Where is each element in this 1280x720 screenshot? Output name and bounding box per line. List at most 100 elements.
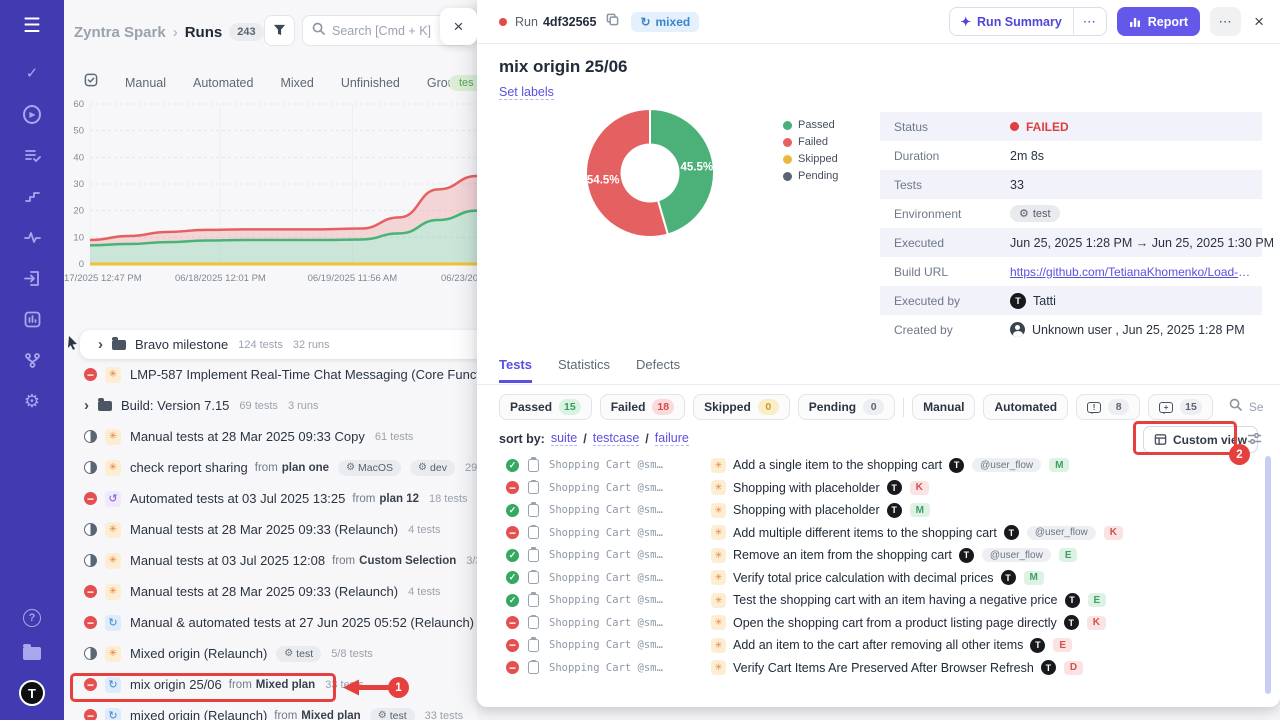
more-actions-button[interactable]: ⋯ <box>1210 7 1242 36</box>
run-title: Bravo milestone <box>135 337 229 352</box>
test-row[interactable]: − Shopping Cart @sm… ✳ Add multiple differe… <box>477 522 1267 545</box>
test-suite-name: Shopping Cart @sm… <box>549 504 663 517</box>
manual-type-icon: ✳ <box>711 525 726 541</box>
test-row[interactable]: − Shopping Cart @sm… ✳ Open the shopping ca… <box>477 612 1267 635</box>
table-view-icon <box>1154 434 1167 445</box>
passed-count-badge: 15 <box>559 399 581 415</box>
comments-filter-button[interactable]: ! 8 <box>1076 394 1141 420</box>
projects-folder-icon[interactable] <box>23 644 41 660</box>
run-summary-more-icon[interactable]: ⋯ <box>1082 13 1097 29</box>
run-row[interactable]: − ↺ Automated tests at 03 Jul 2025 13:25 fr… <box>64 483 477 514</box>
filter-manual-button[interactable]: Manual <box>912 394 976 420</box>
test-letter-badge: K <box>1086 615 1107 630</box>
run-row[interactable]: − ↻ mix origin 25/06 from Mixed plan 33 tests <box>64 669 477 700</box>
run-row[interactable]: − ↻ Manual & automated tests at 27 Jun 202… <box>64 607 477 638</box>
view-settings-icon[interactable] <box>1247 431 1262 451</box>
runs-play-icon[interactable]: ▶ <box>23 104 41 124</box>
run-detail-topbar: Run 4df32565 ↻ mixed ✦ Run Summary ⋯ Repor… <box>477 0 1280 44</box>
test-row[interactable]: ✓ Shopping Cart @sm… ✳ Add a single item to… <box>477 454 1267 477</box>
test-tag: @user_flow <box>981 548 1051 563</box>
assignee-avatar: T <box>1030 637 1046 653</box>
run-type-badge: ↻ mixed <box>631 11 700 32</box>
test-title: Open the shopping cart from a product li… <box>733 615 1057 630</box>
tests-search[interactable] <box>1229 398 1264 416</box>
report-button[interactable]: Report <box>1116 7 1201 36</box>
env-filter-badge[interactable]: tes <box>449 75 477 91</box>
sort-by-suite[interactable]: suite <box>550 431 578 446</box>
test-row[interactable]: − Shopping Cart @sm… ✳ Add an item to the c… <box>477 634 1267 657</box>
test-title: Verify Cart Items Are Preserved After Br… <box>733 660 1034 675</box>
run-meta: 61 tests <box>374 430 414 443</box>
select-runs-icon[interactable] <box>84 73 98 92</box>
user-avatar[interactable]: T <box>19 680 45 706</box>
tests-scrollbar[interactable] <box>1265 456 1271 694</box>
test-row[interactable]: ✓ Shopping Cart @sm… ✳ Shopping with placeh… <box>477 499 1267 522</box>
test-letter-badge: M <box>1049 458 1070 473</box>
sort-by-failure[interactable]: failure <box>654 431 689 446</box>
search-input[interactable] <box>332 23 442 38</box>
suites-list-icon[interactable] <box>23 146 41 164</box>
tab-automated[interactable]: Automated <box>193 75 254 90</box>
tab-tests[interactable]: Tests <box>499 357 532 383</box>
legend-dot-failed <box>783 137 792 147</box>
run-row[interactable]: − ✳ Manual tests at 28 Mar 2025 09:33 (Rel… <box>64 576 477 607</box>
add-comments-filter-button[interactable]: +15 <box>1148 394 1213 420</box>
filter-passed-button[interactable]: Passed 15 <box>499 394 592 420</box>
run-title: Manual tests at 28 Mar 2025 09:33 (Relau… <box>130 522 399 537</box>
run-row[interactable]: › Bravo milestone 124 tests 32 runs <box>68 330 477 359</box>
settings-gear-icon[interactable]: ⚙ <box>23 390 41 411</box>
steps-icon[interactable] <box>23 187 41 205</box>
test-letter-badge: K <box>909 480 929 495</box>
filter-pending-button[interactable]: Pending 0 <box>797 394 896 420</box>
set-labels-link[interactable]: Set labels <box>499 85 554 100</box>
run-row[interactable]: − ↻ mixed origin (Relaunch) from Mixed plan ⚙… <box>64 700 477 720</box>
tests-check-icon[interactable]: ✓ <box>25 65 39 82</box>
analytics-icon[interactable] <box>23 310 41 328</box>
tests-search-input[interactable] <box>1248 400 1264 414</box>
run-row[interactable]: ✳ Manual tests at 28 Mar 2025 09:33 Copy 6… <box>64 421 477 452</box>
tab-mixed[interactable]: Mixed <box>280 75 314 90</box>
breadcrumb-project[interactable]: Zyntra Spark <box>74 23 166 41</box>
build-url-link[interactable]: https://github.com/TetianaKhomenko/Load-… <box>1010 264 1252 279</box>
tab-defects[interactable]: Defects <box>636 357 681 372</box>
run-row[interactable]: ✳ Mixed origin (Relaunch) ⚙ test 5/8 tests <box>64 638 477 669</box>
test-row[interactable]: ✓ Shopping Cart @sm… ✳ Remove an item from … <box>477 544 1267 567</box>
test-row[interactable]: ✓ Shopping Cart @sm… ✳ Test the shopping ca… <box>477 589 1267 612</box>
test-row[interactable]: − Shopping Cart @sm… ✳ Shopping with placeh… <box>477 477 1267 500</box>
tab-statistics[interactable]: Statistics <box>558 357 611 372</box>
manual-type-icon: ✳ <box>105 428 121 445</box>
sort-by-testcase[interactable]: testcase <box>592 431 640 446</box>
filter-automated-button[interactable]: Automated <box>983 394 1069 420</box>
run-row[interactable]: ✳ Manual tests at 03 Jul 2025 12:08 from Cu… <box>64 545 477 576</box>
svg-text:06/18/2025 12:01 PM: 06/18/2025 12:01 PM <box>175 273 266 284</box>
tab-unfinished[interactable]: Unfinished <box>340 75 400 90</box>
run-meta: 3 runs <box>287 399 319 412</box>
copy-icon[interactable] <box>606 13 619 31</box>
passed-status-icon: ✓ <box>506 548 519 562</box>
run-title: mix origin 25/06 <box>499 57 628 76</box>
run-row[interactable]: ✳ check report sharing from plan one ⚙ MacOS ⚙… <box>64 452 477 483</box>
run-meta: 33 tests <box>424 709 464 720</box>
run-row[interactable]: ✳ Manual tests at 28 Mar 2025 09:33 (Rela… <box>64 514 477 545</box>
filter-skipped-button[interactable]: Skipped 0 <box>693 394 790 420</box>
run-from-label: from <box>352 492 376 505</box>
close-drawer-button[interactable]: × <box>1254 11 1264 31</box>
run-summary-button[interactable]: ✦ Run Summary ⋯ <box>948 7 1107 36</box>
test-row[interactable]: − Shopping Cart @sm… ✳ Verify Cart Items Ar… <box>477 657 1267 680</box>
run-row[interactable]: › Build: Version 7.15 69 tests 3 runs <box>64 390 477 421</box>
test-row[interactable]: ✓ Shopping Cart @sm… ✳ Verify total price c… <box>477 567 1267 590</box>
test-title: Test the shopping cart with an item havi… <box>733 593 1058 608</box>
import-icon[interactable] <box>23 269 41 287</box>
test-letter-badge: K <box>1103 525 1123 540</box>
close-panel-button[interactable]: × <box>440 8 477 45</box>
chevron-right-icon: › <box>98 336 103 353</box>
pulse-activity-icon[interactable] <box>23 228 41 246</box>
run-row[interactable]: − ✳ LMP-587 Implement Real-Time Chat Messa… <box>64 359 477 390</box>
branch-icon[interactable] <box>23 351 41 369</box>
help-icon[interactable]: ? <box>23 609 41 627</box>
tab-manual[interactable]: Manual <box>125 75 166 90</box>
filter-button[interactable] <box>264 15 295 46</box>
test-tag: @user_flow <box>1026 525 1096 540</box>
hamburger-menu-icon[interactable]: ☰ <box>23 15 41 37</box>
filter-failed-button[interactable]: Failed 18 <box>599 394 686 420</box>
